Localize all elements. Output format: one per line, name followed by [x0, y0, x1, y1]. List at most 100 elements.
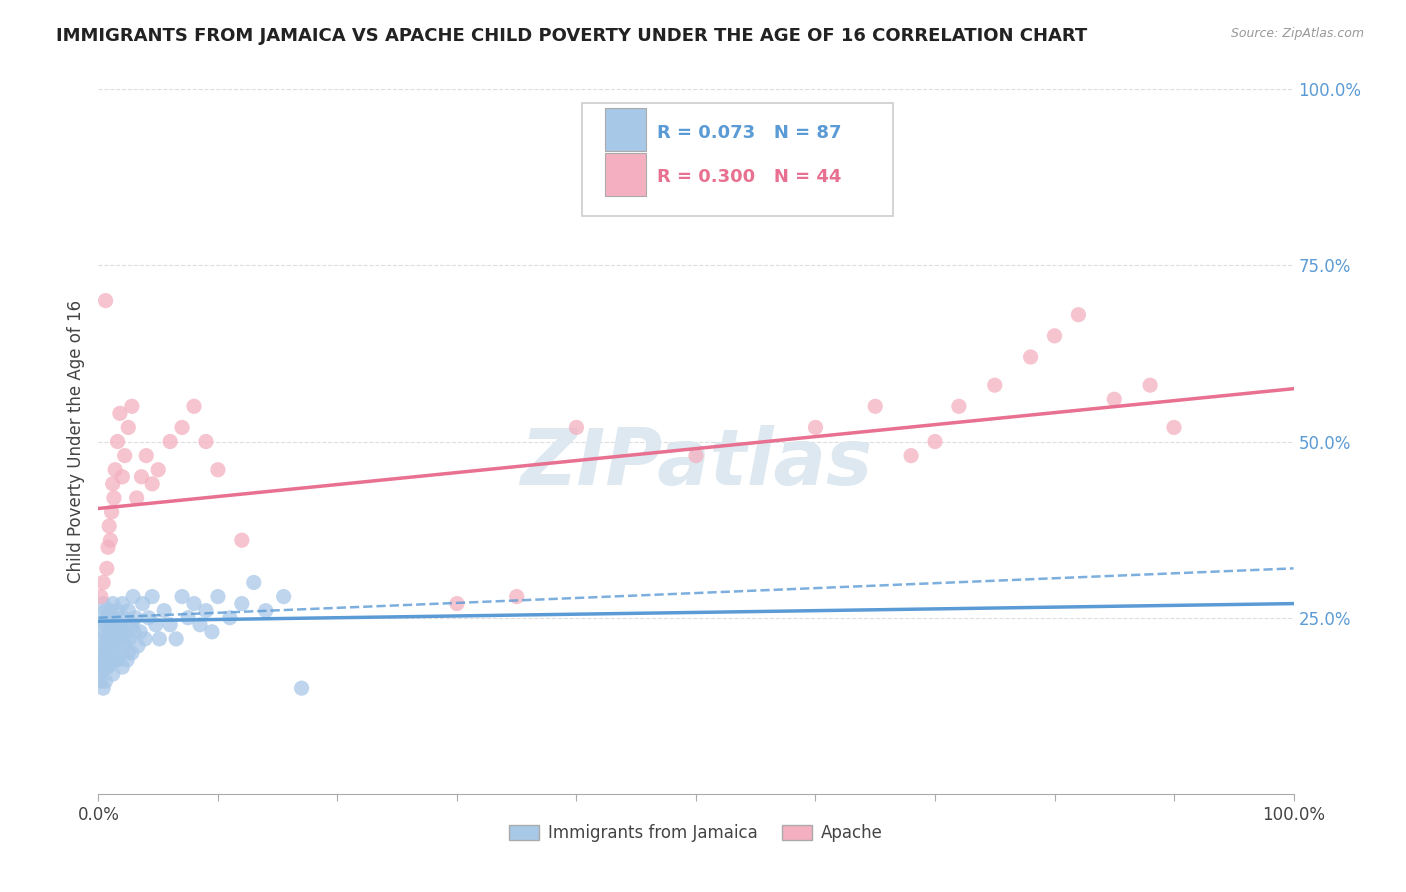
- FancyBboxPatch shape: [582, 103, 893, 216]
- Point: [685, 449, 707, 463]
- Point: [101, 624, 124, 639]
- Point: [125, 491, 148, 505]
- Text: IMMIGRANTS FROM JAMAICA VS APACHE CHILD POVERTY UNDER THE AGE OF 16 CORRELATION : IMMIGRANTS FROM JAMAICA VS APACHE CHILD …: [56, 27, 1087, 45]
- Point: [135, 449, 157, 463]
- Point: [100, 617, 122, 632]
- Point: [254, 604, 277, 618]
- Point: [1139, 378, 1161, 392]
- Point: [207, 590, 229, 604]
- Point: [93, 660, 115, 674]
- Point: [115, 624, 138, 639]
- Point: [172, 590, 194, 604]
- Point: [110, 646, 132, 660]
- Point: [111, 660, 134, 674]
- Point: [177, 610, 200, 624]
- Text: Source: ZipAtlas.com: Source: ZipAtlas.com: [1230, 27, 1364, 40]
- Point: [96, 646, 118, 660]
- Point: [93, 617, 115, 632]
- Point: [153, 604, 176, 618]
- Point: [98, 646, 122, 660]
- Point: [159, 434, 181, 449]
- Point: [231, 533, 253, 548]
- Point: [1043, 328, 1066, 343]
- Point: [865, 399, 887, 413]
- Point: [111, 624, 134, 639]
- Point: [107, 434, 129, 449]
- Point: [101, 667, 124, 681]
- Point: [103, 491, 125, 505]
- Point: [98, 632, 121, 646]
- Point: [98, 604, 122, 618]
- Point: [446, 597, 468, 611]
- Point: [91, 653, 114, 667]
- Point: [105, 653, 128, 667]
- Point: [93, 639, 115, 653]
- Point: [108, 617, 131, 632]
- Point: [118, 632, 141, 646]
- Point: [94, 674, 117, 689]
- Point: [124, 624, 146, 639]
- Point: [97, 541, 120, 555]
- Point: [98, 653, 121, 667]
- Point: [127, 639, 149, 653]
- Point: [103, 653, 125, 667]
- Point: [97, 639, 120, 653]
- Point: [124, 610, 146, 624]
- Point: [506, 590, 529, 604]
- Point: [243, 575, 266, 590]
- Point: [1067, 308, 1090, 322]
- Point: [148, 632, 170, 646]
- Point: [105, 624, 128, 639]
- Point: [117, 420, 139, 434]
- Point: [948, 399, 970, 413]
- Point: [97, 660, 120, 674]
- Point: [138, 610, 160, 624]
- Point: [100, 646, 122, 660]
- Point: [94, 646, 117, 660]
- Point: [231, 597, 253, 611]
- Point: [129, 624, 152, 639]
- Point: [159, 617, 181, 632]
- Point: [89, 667, 111, 681]
- Point: [121, 399, 143, 413]
- Point: [108, 406, 131, 420]
- Point: [924, 434, 946, 449]
- Point: [91, 681, 114, 696]
- Point: [117, 604, 139, 618]
- Point: [114, 639, 136, 653]
- Text: R = 0.073   N = 87: R = 0.073 N = 87: [657, 124, 841, 142]
- Point: [195, 604, 218, 618]
- Point: [96, 561, 118, 575]
- Point: [90, 590, 112, 604]
- Point: [1163, 420, 1185, 434]
- FancyBboxPatch shape: [605, 153, 645, 195]
- Point: [117, 646, 139, 660]
- Point: [134, 632, 156, 646]
- Point: [89, 632, 111, 646]
- Point: [100, 505, 122, 519]
- Point: [107, 632, 129, 646]
- Point: [104, 463, 127, 477]
- Point: [141, 476, 163, 491]
- Point: [91, 624, 114, 639]
- Point: [141, 590, 163, 604]
- Point: [101, 476, 124, 491]
- Point: [108, 624, 131, 639]
- Point: [98, 632, 122, 646]
- Point: [183, 597, 205, 611]
- Point: [201, 624, 224, 639]
- Point: [188, 617, 211, 632]
- Point: [121, 617, 143, 632]
- Point: [120, 617, 142, 632]
- Point: [90, 610, 112, 624]
- Point: [131, 469, 153, 483]
- Point: [145, 617, 167, 632]
- Point: [172, 420, 194, 434]
- Point: [91, 597, 114, 611]
- Point: [98, 533, 122, 548]
- Point: [111, 469, 134, 483]
- Point: [195, 434, 218, 449]
- Point: [97, 610, 120, 624]
- Legend: Immigrants from Jamaica, Apache: Immigrants from Jamaica, Apache: [503, 818, 889, 849]
- Point: [90, 674, 112, 689]
